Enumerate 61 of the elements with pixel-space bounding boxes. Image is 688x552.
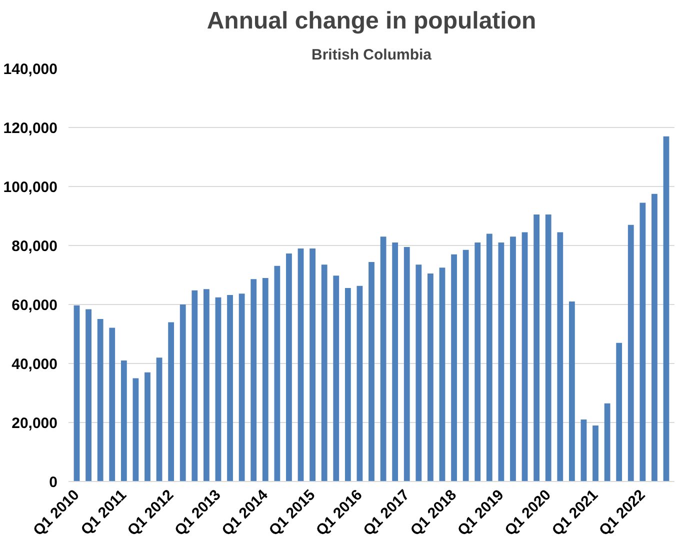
bar	[486, 234, 492, 482]
bar	[109, 328, 116, 482]
bar	[640, 202, 646, 482]
bar	[356, 286, 363, 482]
bar	[132, 378, 139, 482]
bar	[86, 309, 92, 482]
bar	[663, 136, 670, 482]
bar	[451, 254, 457, 482]
bar	[298, 248, 304, 482]
bar	[203, 289, 210, 482]
bar	[404, 246, 410, 482]
y-tick-label: 100,000	[3, 179, 58, 196]
bar	[74, 305, 80, 482]
bar	[498, 242, 504, 482]
bar	[156, 358, 162, 482]
bar	[321, 264, 328, 482]
bar	[286, 253, 292, 482]
y-tick-label: 20,000	[12, 415, 58, 432]
bar	[416, 264, 422, 482]
bar	[250, 279, 257, 482]
chart-title: Annual change in population	[206, 8, 536, 34]
bar	[439, 268, 446, 482]
bar	[604, 403, 610, 482]
bar	[580, 420, 587, 482]
bar	[462, 250, 469, 482]
bar	[238, 294, 245, 482]
bar	[392, 242, 398, 482]
bar	[310, 248, 316, 482]
bar	[227, 295, 233, 482]
y-tick-label: 140,000	[3, 61, 58, 78]
bar	[144, 372, 150, 482]
bar	[120, 360, 127, 482]
bar	[628, 224, 634, 482]
bar	[568, 302, 575, 482]
y-tick-label: 0	[49, 474, 58, 491]
bar	[368, 262, 374, 482]
chart-subtitle: British Columbia	[311, 46, 432, 64]
bar	[592, 425, 598, 482]
bar	[510, 236, 516, 482]
y-tick-label: 60,000	[12, 297, 58, 314]
bar	[333, 276, 340, 482]
bar	[274, 266, 280, 482]
bar	[180, 304, 186, 482]
bar	[262, 278, 268, 482]
bar	[474, 242, 481, 482]
y-tick-label: 40,000	[12, 356, 58, 373]
bar	[215, 297, 222, 482]
bar	[168, 322, 174, 482]
bar	[192, 290, 198, 482]
y-tick-label: 80,000	[12, 238, 58, 255]
bar	[97, 318, 104, 482]
bar	[380, 236, 386, 482]
bar	[534, 214, 540, 482]
bar	[522, 232, 528, 482]
bar	[344, 288, 351, 482]
bar	[428, 274, 434, 482]
bar	[652, 194, 658, 482]
y-tick-label: 120,000	[3, 120, 58, 137]
bar	[545, 214, 552, 482]
bar	[616, 342, 622, 482]
bar	[557, 232, 564, 482]
